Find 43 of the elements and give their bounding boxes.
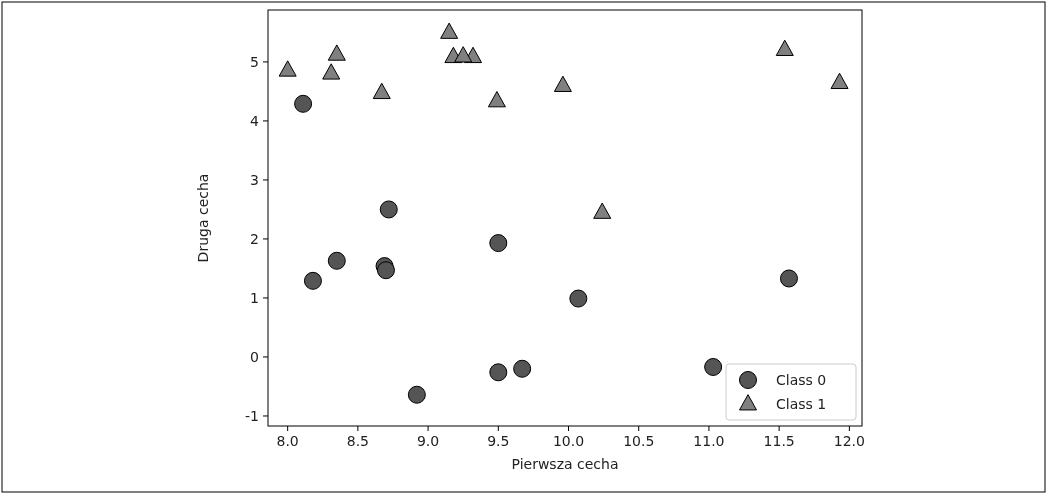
point <box>303 271 322 290</box>
point <box>294 94 313 113</box>
point <box>489 363 508 382</box>
y-tick-label: 0 <box>250 348 259 365</box>
point <box>327 44 346 61</box>
point <box>440 22 459 39</box>
point <box>372 82 391 100</box>
point <box>379 200 398 219</box>
legend-label: Class 0 <box>776 371 827 388</box>
y-tick-label: 2 <box>250 230 259 247</box>
y-tick-label: 4 <box>250 112 260 129</box>
point <box>569 289 588 308</box>
point <box>278 60 297 77</box>
x-tick-label: 8.5 <box>346 433 370 449</box>
x-tick-label: 10.5 <box>623 433 655 449</box>
point <box>376 261 395 280</box>
point <box>830 72 849 90</box>
point <box>327 251 346 270</box>
y-tick-label: 3 <box>250 171 259 188</box>
y-tick-label: 1 <box>250 289 259 306</box>
x-tick-label: 8.0 <box>276 433 299 449</box>
point <box>704 357 723 376</box>
x-tick-label: 10.0 <box>552 433 585 449</box>
x-tick-label: 11.0 <box>693 433 725 449</box>
x-tick-label: 9.0 <box>416 433 440 449</box>
y-axis-title: Druga cecha <box>195 173 211 263</box>
point <box>775 39 794 56</box>
point <box>593 202 612 219</box>
point <box>513 359 532 378</box>
x-tick-label: 9.5 <box>487 433 510 449</box>
point <box>454 46 473 63</box>
x-axis-title: Pierwsza cecha <box>511 456 619 472</box>
point <box>407 385 426 404</box>
y-tick-label: -1 <box>245 407 259 424</box>
y-tick-label: 5 <box>250 53 259 70</box>
point <box>322 63 341 80</box>
point <box>487 91 506 108</box>
point <box>553 75 572 92</box>
x-tick-label: 11.5 <box>763 433 795 449</box>
legend-label: Class 1 <box>776 395 827 412</box>
point <box>779 269 798 288</box>
point <box>489 234 508 253</box>
x-tick-label: 12.0 <box>833 433 865 449</box>
